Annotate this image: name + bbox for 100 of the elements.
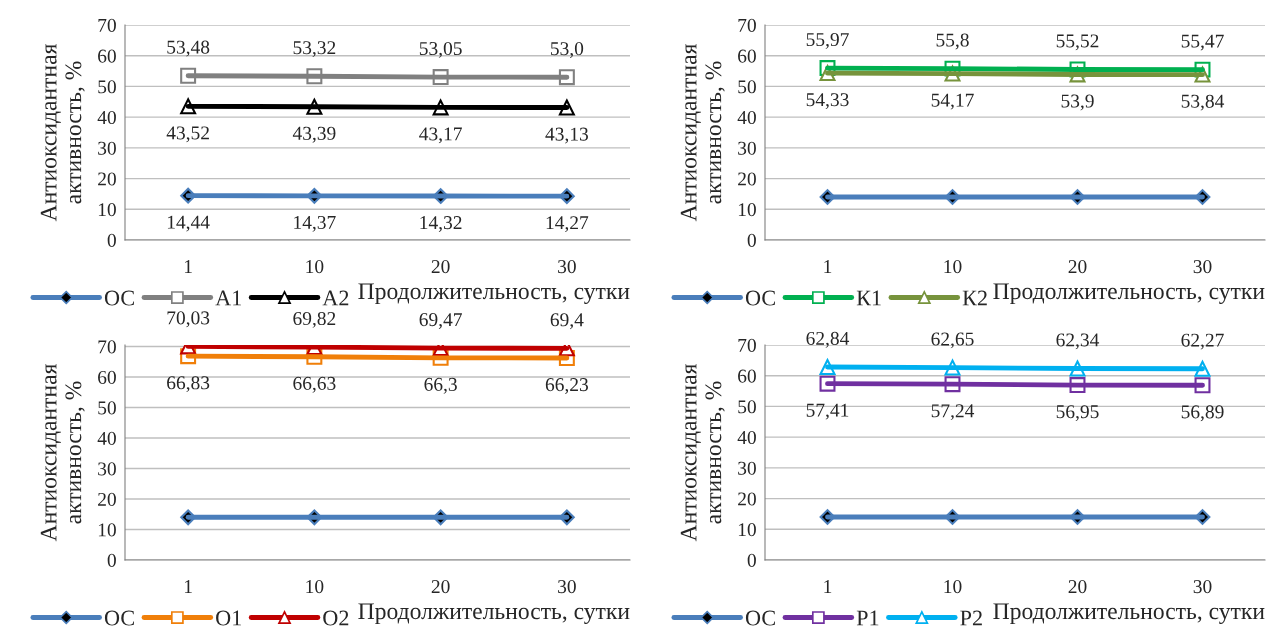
data-label: 53,05 xyxy=(419,41,462,58)
data-label: 55,47 xyxy=(1181,34,1224,51)
data-label: 55,97 xyxy=(806,33,849,49)
y-axis-title: Антиоксидантная активность, % xyxy=(40,364,85,542)
y-tick-label: 30 xyxy=(98,141,116,155)
data-label: 69,47 xyxy=(419,313,462,329)
data-label: 54,33 xyxy=(806,93,849,110)
y-tick-label: 60 xyxy=(738,49,756,63)
data-label: 43,39 xyxy=(292,126,336,143)
y-tick-label: 40 xyxy=(97,110,116,125)
data-label: 55,8 xyxy=(936,33,969,50)
data-label: 62,84 xyxy=(806,331,850,348)
legend-label: Р2 xyxy=(960,610,982,626)
x-tick-label: 20 xyxy=(1068,260,1087,274)
y-tick-label: 20 xyxy=(98,492,116,506)
legend-label: ОС xyxy=(104,290,134,306)
y-tick-label: 50 xyxy=(98,401,116,415)
x-tick-label: 30 xyxy=(558,260,576,274)
data-label: 69,4 xyxy=(550,313,584,330)
y-tick-label: 0 xyxy=(107,553,116,567)
data-label: 43,52 xyxy=(166,126,209,143)
y-tick-label: 40 xyxy=(97,431,116,445)
y-tick-label: 50 xyxy=(738,80,756,94)
x-tick-label: 1 xyxy=(824,580,832,593)
x-axis-title: Продолжительность, сутки xyxy=(358,603,630,625)
data-label: 56,89 xyxy=(1181,405,1224,422)
x-tick-label: 10 xyxy=(944,580,962,594)
legend-label: О2 xyxy=(323,610,349,626)
x-tick-label: 30 xyxy=(1193,580,1212,594)
y-tick-label: 70 xyxy=(98,340,116,354)
x-tick-label: 1 xyxy=(184,260,192,273)
x-tick-label: 30 xyxy=(1193,260,1212,274)
x-tick-label: 1 xyxy=(824,260,832,273)
y-tick-label: 60 xyxy=(738,369,756,383)
y-tick-label: 50 xyxy=(738,400,756,414)
data-label: 69,82 xyxy=(293,311,336,328)
y-tick-label: 70 xyxy=(98,18,116,32)
legend-label: ОС xyxy=(104,610,134,626)
y-tick-label: 10 xyxy=(98,203,116,217)
data-label: 54,17 xyxy=(931,93,974,110)
y-tick-label: 30 xyxy=(98,462,116,476)
y-tick-label: 10 xyxy=(738,203,756,217)
y-tick-label: 10 xyxy=(98,523,116,537)
x-tick-label: 30 xyxy=(558,580,576,594)
legend-label: ОС xyxy=(745,610,775,626)
data-label: 53,48 xyxy=(167,40,210,57)
x-axis-title: Продолжительность, сутки xyxy=(993,283,1265,305)
data-label: 53,84 xyxy=(1181,94,1225,111)
y-tick-label: 50 xyxy=(98,80,116,94)
y-tick-label: 70 xyxy=(738,18,756,32)
data-label: 43,13 xyxy=(545,127,588,144)
data-label: 55,52 xyxy=(1056,34,1099,51)
y-tick-label: 20 xyxy=(738,172,756,186)
y-tick-label: 60 xyxy=(98,49,116,63)
data-label: 66,83 xyxy=(167,376,210,393)
y-axis-title: Антиоксидантная активность, % xyxy=(680,44,725,222)
legend-label: О1 xyxy=(216,610,241,626)
data-label: 53,32 xyxy=(293,41,336,58)
legend-label: ОС xyxy=(745,290,775,306)
data-label: 14,32 xyxy=(420,216,462,232)
x-axis-title: Продолжительность, сутки xyxy=(358,283,630,305)
y-tick-label: 0 xyxy=(747,553,756,567)
x-tick-label: 10 xyxy=(306,580,324,594)
data-label: 62,34 xyxy=(1056,333,1100,350)
x-tick-label: 20 xyxy=(431,580,450,594)
y-tick-label: 10 xyxy=(738,523,756,537)
y-tick-label: 60 xyxy=(98,370,116,384)
y-tick-label: 20 xyxy=(98,172,116,186)
data-label: 62,65 xyxy=(931,332,974,349)
legend-label: К1 xyxy=(856,290,881,306)
data-label: 14,37 xyxy=(294,215,336,232)
data-label: 66,23 xyxy=(545,378,588,394)
x-tick-label: 1 xyxy=(184,580,192,593)
y-tick-label: 30 xyxy=(738,141,756,155)
y-axis-title: Антиоксидантная активность, % xyxy=(40,44,85,222)
legend-label: Р1 xyxy=(856,610,879,626)
data-label: 66,63 xyxy=(293,376,336,393)
data-label: 70,03 xyxy=(167,311,210,328)
y-tick-label: 30 xyxy=(738,461,756,475)
legend-label: А1 xyxy=(215,290,241,306)
x-tick-label: 20 xyxy=(1068,580,1087,594)
legend-label: А2 xyxy=(322,290,349,306)
x-tick-label: 20 xyxy=(431,260,450,274)
data-label: 57,24 xyxy=(931,404,975,421)
data-label: 53,9 xyxy=(1061,94,1094,111)
y-tick-label: 40 xyxy=(737,430,756,445)
data-label: 14,44 xyxy=(167,215,210,232)
data-label: 57,41 xyxy=(806,403,849,420)
data-label: 14,27 xyxy=(546,216,589,233)
x-tick-label: 10 xyxy=(944,260,962,274)
data-label: 56,95 xyxy=(1056,405,1099,422)
y-tick-label: 20 xyxy=(738,492,756,506)
x-axis-title: Продолжительность, сутки xyxy=(993,603,1265,625)
y-tick-label: 70 xyxy=(738,338,756,352)
x-tick-label: 10 xyxy=(306,260,324,274)
data-label: 66,3 xyxy=(424,377,457,394)
y-tick-label: 0 xyxy=(107,233,116,247)
y-tick-label: 0 xyxy=(747,233,756,247)
y-axis-title: Антиоксидантная активность, % xyxy=(680,364,725,542)
data-label: 43,17 xyxy=(419,127,462,144)
